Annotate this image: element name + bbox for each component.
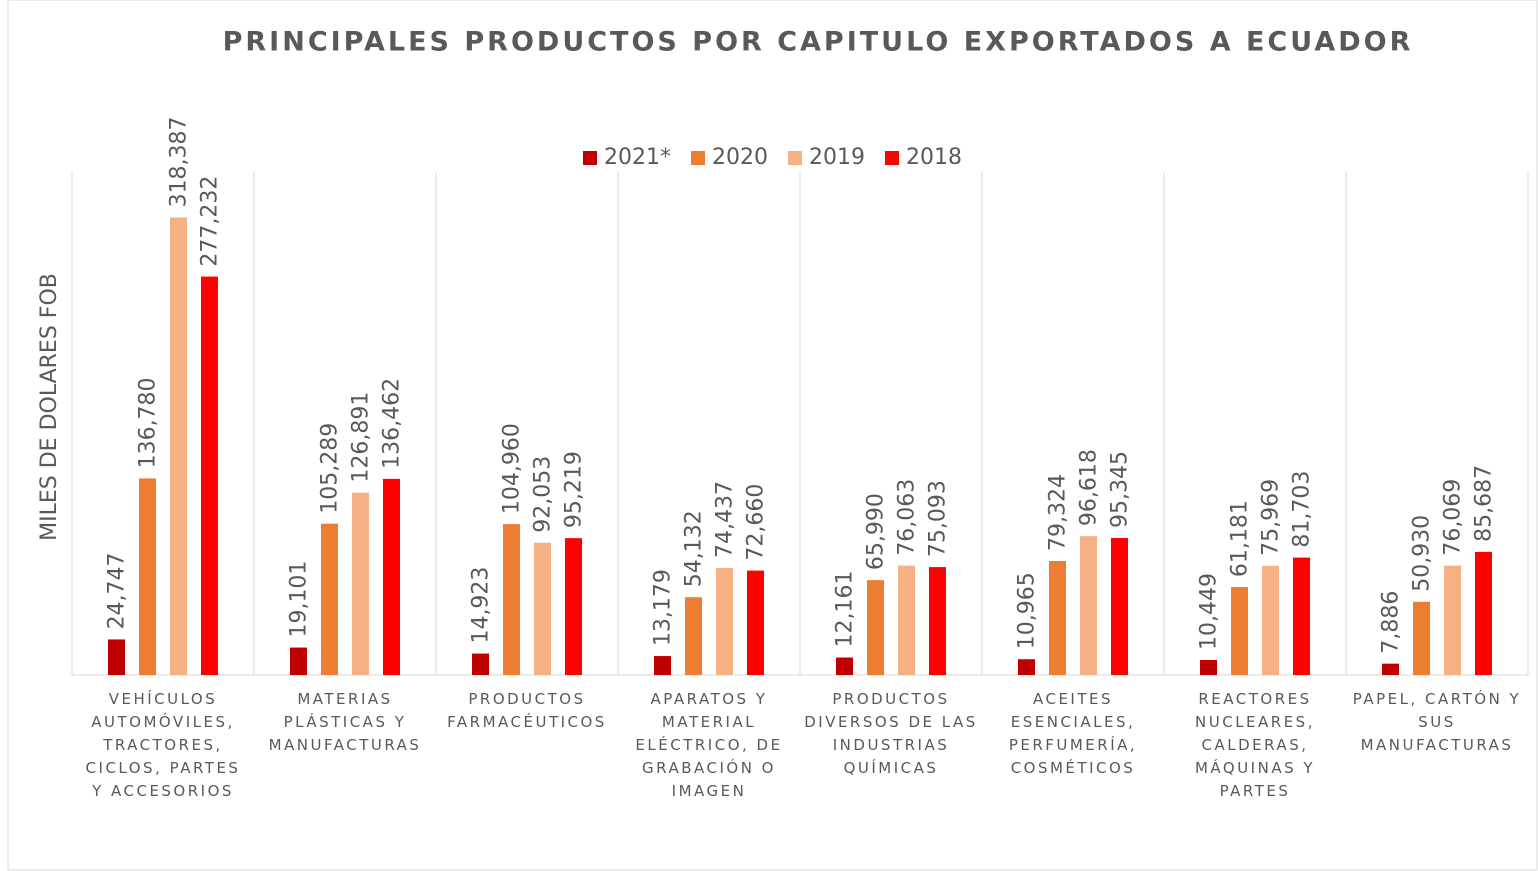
bar: [1018, 659, 1035, 675]
legend-swatch: [788, 151, 802, 165]
x-tick-label: MATERIAS PLÁSTICAS Y MANUFACTURAS: [269, 690, 422, 754]
bar: [1444, 565, 1461, 675]
bar: [1200, 659, 1217, 675]
bar: [747, 570, 764, 675]
value-label: 81,703: [1290, 471, 1315, 548]
legend-swatch: [583, 151, 597, 165]
legend-item: 2019: [788, 145, 865, 170]
legend-swatch: [691, 151, 705, 165]
value-label: 277,232: [198, 176, 223, 267]
x-tick-label: REACTORES NUCLEARES, CALDERAS, MÁQUINAS Y PA…: [1195, 690, 1315, 800]
value-label: 10,449: [1197, 573, 1222, 650]
bar: [654, 656, 671, 675]
value-label: 105,289: [318, 423, 343, 514]
bar: [383, 478, 400, 675]
value-label: 12,161: [833, 571, 858, 648]
bar: [139, 478, 156, 675]
bar: [929, 567, 946, 675]
bar: [1475, 551, 1492, 675]
bar: [108, 639, 125, 675]
bar: [1293, 557, 1310, 675]
x-tick-label: PRODUCTOS FARMACÉUTICOS: [447, 690, 607, 731]
bar: [836, 657, 853, 675]
bar: [1049, 561, 1066, 675]
legend-item: 2021*: [583, 145, 671, 170]
bar: [321, 523, 338, 675]
bar: [534, 542, 551, 675]
value-label: 65,990: [864, 493, 889, 570]
legend-item: 2020: [691, 145, 768, 170]
value-label: 10,965: [1015, 572, 1040, 649]
bar: [503, 524, 520, 675]
value-label: 126,891: [349, 392, 374, 483]
value-label: 85,687: [1472, 465, 1497, 542]
value-label: 13,179: [651, 569, 676, 646]
value-label: 7,886: [1379, 591, 1404, 654]
value-label: 76,063: [895, 479, 920, 556]
value-label: 75,969: [1259, 479, 1284, 556]
value-label: 72,660: [744, 484, 769, 561]
chart-area: [7, 0, 1538, 871]
legend-item: 2018: [885, 145, 962, 170]
bar: [472, 653, 489, 675]
bar: [170, 217, 187, 675]
value-label: 14,923: [469, 567, 494, 644]
y-axis-label: MILES DE DOLARES FOB: [37, 273, 62, 541]
bar: [716, 568, 733, 675]
value-label: 318,387: [167, 116, 192, 207]
value-label: 24,747: [105, 552, 130, 629]
value-label: 136,780: [136, 377, 161, 468]
bar: [1231, 587, 1248, 675]
value-label: 95,345: [1108, 451, 1133, 528]
bar: [352, 492, 369, 675]
legend-swatch: [885, 151, 899, 165]
value-label: 136,462: [380, 378, 405, 469]
value-label: 74,437: [713, 481, 738, 558]
x-tick-label: ACEITES ESENCIALES, PERFUMERÍA, COSMÉTICOS: [1009, 690, 1137, 777]
bar: [290, 647, 307, 675]
bar: [1413, 601, 1430, 675]
value-label: 76,069: [1441, 479, 1466, 556]
legend-label: 2018: [906, 145, 962, 170]
value-label: 19,101: [287, 561, 312, 638]
value-label: 61,181: [1228, 500, 1253, 577]
chart-title: PRINCIPALES PRODUCTOS POR CAPITULO EXPOR…: [223, 27, 1414, 58]
x-tick-label: VEHÍCULOS AUTOMÓVILES, TRACTORES, CICLOS, P…: [86, 689, 241, 800]
value-label: 95,219: [562, 451, 587, 528]
x-tick-label: PRODUCTOS DIVERSOS DE LAS INDUSTRIAS QUÍMIC…: [804, 690, 978, 777]
legend-label: 2020: [712, 145, 768, 170]
bar: [201, 276, 218, 675]
x-tick-label: APARATOS Y MATERIAL ELÉCTRICO, DE GRABACIÓN…: [635, 690, 782, 800]
value-label: 75,093: [926, 480, 951, 557]
value-label: 79,324: [1046, 474, 1071, 551]
bar: [1080, 536, 1097, 675]
bar: [1382, 663, 1399, 675]
value-label: 104,960: [500, 423, 525, 514]
value-label: 96,618: [1077, 449, 1102, 526]
legend-label: 2021*: [604, 145, 671, 170]
bar: [898, 565, 915, 675]
value-label: 50,930: [1410, 515, 1435, 592]
value-label: 92,053: [531, 456, 556, 533]
value-label: 54,132: [682, 510, 707, 587]
bar: [1111, 537, 1128, 675]
x-tick-label: PAPEL, CARTÓN Y SUS MANUFACTURAS: [1353, 689, 1521, 754]
bar: [1262, 565, 1279, 675]
legend-label: 2019: [809, 145, 865, 170]
bar: [565, 538, 582, 675]
bar: [685, 597, 702, 675]
bar: [867, 580, 884, 675]
